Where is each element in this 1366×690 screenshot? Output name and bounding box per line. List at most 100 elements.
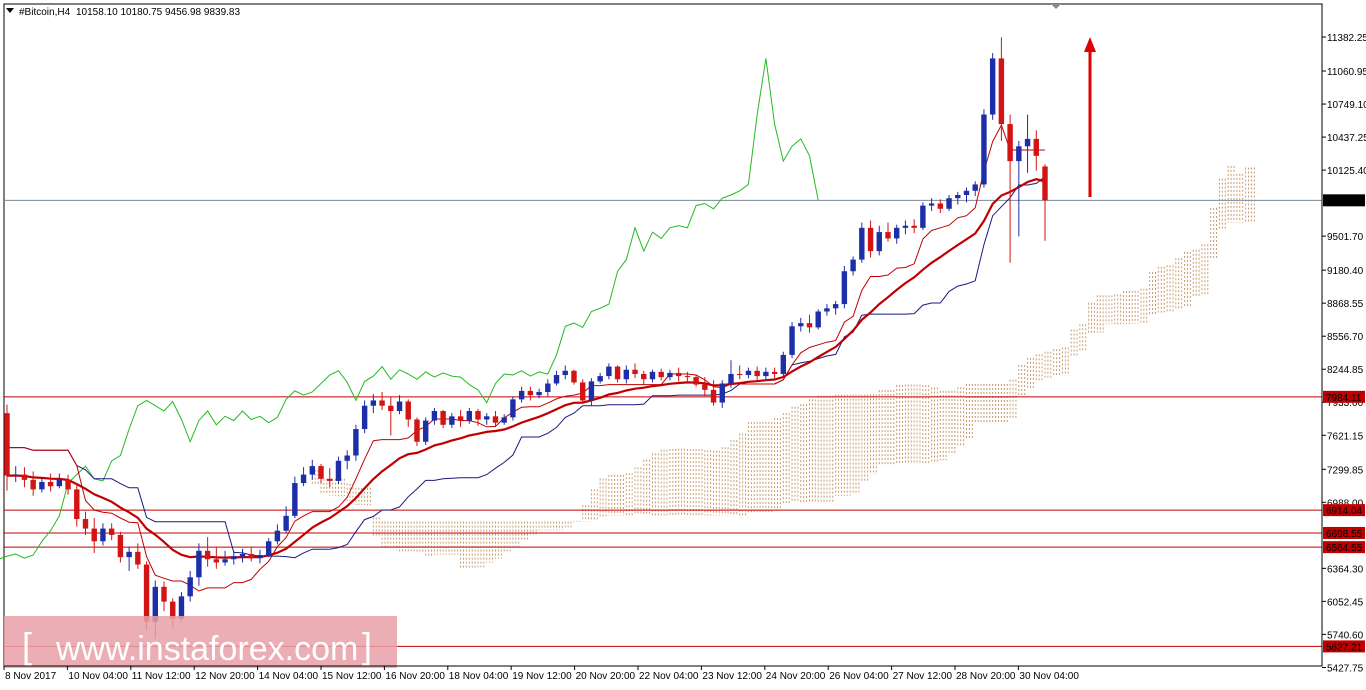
candle [710, 380, 717, 406]
level-price-tag: 7984.11 [1326, 393, 1362, 404]
candle-body [361, 405, 368, 430]
candle-body [579, 382, 586, 401]
candle [335, 456, 342, 485]
candle-body [806, 323, 813, 328]
candle [597, 372, 603, 384]
candle [457, 409, 464, 427]
candle-body [798, 323, 804, 327]
candle-body [658, 371, 664, 378]
candle-body [475, 411, 481, 420]
shift-marker-icon[interactable] [1051, 4, 1061, 9]
candle-body [850, 259, 856, 272]
price-tick-label: 5740.60 [1327, 630, 1364, 641]
candle-body [414, 419, 420, 442]
candle-body [344, 455, 350, 461]
candle [405, 399, 411, 427]
candle-body [911, 225, 917, 228]
candle-body [937, 203, 944, 209]
candle [248, 547, 254, 562]
candle-body [265, 541, 272, 556]
candle-body [928, 203, 935, 206]
current-price-tag: 9839.83 [1326, 196, 1363, 207]
dropdown-triangle-icon[interactable] [6, 8, 14, 13]
price-tick-label: 8244.85 [1327, 365, 1364, 376]
chart-header: #Bitcoin,H4 10158.10 10180.75 9456.98 98… [6, 4, 1061, 18]
candle [30, 471, 36, 496]
candle-body [143, 564, 150, 622]
candle-body [1024, 138, 1031, 147]
candle [832, 300, 839, 315]
candle [815, 309, 821, 330]
candle [187, 570, 193, 602]
candle-body [955, 195, 961, 199]
ohlc-values: 10158.10 10180.75 9456.98 9839.83 [76, 7, 240, 18]
time-tick-label: 22 Nov 04:00 [639, 671, 699, 682]
candle [667, 369, 673, 381]
candle-body [484, 416, 490, 420]
candle-body [108, 528, 115, 535]
candle-body [117, 534, 124, 558]
watermark-bracket-right: ] [362, 625, 372, 666]
candle-body [126, 551, 132, 558]
time-tick-label: 16 Nov 20:00 [385, 671, 445, 682]
candle [161, 581, 167, 612]
candle [632, 363, 638, 379]
candle-body [152, 586, 158, 622]
candle-body [440, 411, 446, 425]
candle-body [1042, 166, 1048, 201]
time-tick-label: 26 Nov 04:00 [829, 671, 889, 682]
tenkan-sen-line [7, 123, 1045, 592]
price-tick-label: 6364.30 [1327, 564, 1364, 575]
candle-body [422, 420, 429, 442]
candle [806, 314, 813, 333]
candle-body [353, 429, 359, 456]
candle [737, 365, 743, 380]
candle [553, 370, 560, 386]
candle-body [894, 227, 900, 239]
candle [108, 523, 115, 541]
price-tick-label: 10437.25 [1327, 133, 1366, 144]
candle [693, 375, 699, 387]
candle [47, 473, 54, 492]
candle [82, 511, 89, 535]
candle [484, 413, 490, 425]
candle-body [56, 479, 63, 487]
kijun-sen-line [7, 176, 1046, 559]
candle-body [388, 405, 394, 412]
price-tick-label: 8556.70 [1327, 332, 1364, 343]
candle [902, 220, 909, 235]
candle-body [841, 271, 848, 305]
candle-body [588, 381, 595, 401]
candle-body [379, 400, 385, 406]
candle [222, 550, 228, 566]
candle [606, 363, 612, 380]
candle [955, 191, 961, 205]
level-price-tag-bg [1323, 541, 1365, 554]
time-tick-label: 30 Nov 04:00 [1019, 671, 1079, 682]
price-tick-label: 6988.00 [1327, 498, 1364, 509]
candle [257, 549, 263, 564]
arrow-up-icon [1084, 37, 1096, 52]
candle-body [161, 586, 167, 602]
candle [876, 225, 882, 256]
candle [989, 53, 996, 120]
level-price-tag-bg [1323, 640, 1365, 653]
candle-body [510, 399, 516, 418]
candle [1016, 141, 1022, 237]
level-price-tag: 6698.55 [1326, 529, 1363, 540]
candle [13, 466, 19, 482]
candle-body [989, 58, 996, 115]
watermark-box [4, 616, 397, 668]
candle-body [239, 553, 246, 557]
candle-body [292, 483, 298, 516]
candle-body [1007, 124, 1013, 162]
candle [274, 524, 281, 545]
candle-body [47, 481, 54, 487]
candle-body [466, 411, 473, 421]
candle [623, 365, 630, 384]
candle [21, 467, 28, 488]
candle-body [675, 372, 682, 377]
time-tick-label: 11 Nov 12:00 [132, 671, 191, 682]
price-tick-label: 7299.85 [1327, 465, 1364, 476]
